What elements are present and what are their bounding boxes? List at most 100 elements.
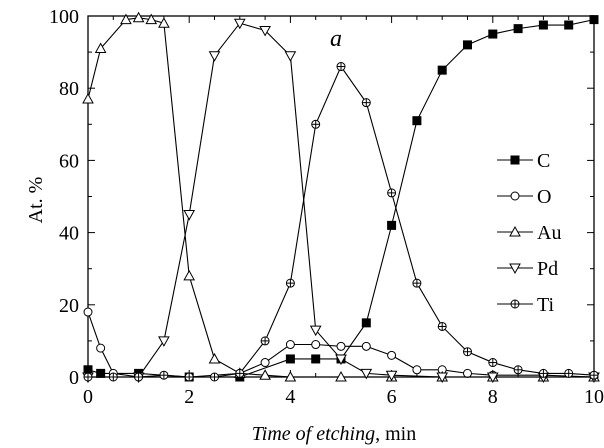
series-layer	[82, 11, 600, 384]
y-tick-label: 20	[59, 295, 79, 317]
data-point-c	[96, 368, 106, 378]
data-point-o	[96, 343, 106, 353]
y-tick-label: 80	[59, 78, 79, 100]
data-point-ti	[513, 365, 523, 375]
data-point-au	[158, 17, 170, 28]
data-point-ti	[210, 372, 219, 382]
x-axis-title-main: Time of etching	[252, 423, 375, 445]
data-point-c	[589, 15, 599, 25]
data-point-o	[260, 358, 270, 368]
data-point-au	[208, 352, 221, 364]
legend-item-pd: Pd	[497, 258, 558, 280]
data-point-ti	[311, 119, 321, 129]
data-point-ti	[285, 278, 295, 288]
x-axis-title-unit: , min	[375, 423, 416, 445]
data-point-o	[336, 341, 346, 351]
legend-marker-ti	[510, 299, 520, 309]
legend-label-au: Au	[537, 222, 561, 244]
data-point-o	[463, 368, 472, 378]
y-axis-title: At. %	[25, 177, 47, 224]
x-tick-label: 8	[488, 386, 498, 408]
legend-label-pd: Pd	[537, 258, 558, 280]
series-line-pd	[88, 22, 594, 378]
data-point-o	[285, 340, 295, 350]
data-point-pd	[486, 372, 499, 384]
data-point-o	[387, 350, 397, 360]
data-point-pd	[208, 51, 221, 62]
data-point-c	[387, 220, 397, 230]
legend: CO Au Pd Ti	[497, 150, 561, 316]
data-point-pd	[233, 18, 246, 30]
data-point-o	[311, 340, 321, 350]
data-point-c	[437, 65, 447, 75]
legend-item-au: Au	[497, 222, 561, 244]
data-point-ti	[437, 321, 447, 331]
data-point-ti	[336, 62, 346, 72]
x-axis-title: Time of etching, min	[252, 423, 416, 445]
data-point-pd	[259, 25, 271, 37]
legend-item-o: O	[497, 186, 551, 208]
data-point-ti	[134, 372, 144, 382]
legend-item-ti: Ti	[497, 294, 555, 316]
data-point-pd	[158, 336, 170, 347]
x-tick-label: 2	[184, 386, 194, 408]
data-point-c	[538, 20, 548, 30]
data-point-au	[82, 93, 94, 104]
data-point-ti	[412, 278, 422, 288]
data-point-c	[488, 29, 498, 39]
data-point-ti	[589, 370, 599, 380]
legend-marker-c	[510, 155, 520, 165]
data-point-ti	[387, 188, 397, 198]
data-point-pd	[436, 372, 449, 384]
data-point-au	[145, 13, 158, 25]
series-line-ti	[88, 65, 595, 378]
legend-marker-au	[509, 225, 521, 237]
data-point-c	[311, 354, 321, 364]
data-point-ti	[83, 372, 93, 382]
data-point-au	[335, 370, 347, 382]
legend-label-ti: Ti	[537, 294, 555, 316]
data-point-c	[463, 40, 472, 50]
data-point-ti	[260, 336, 270, 346]
data-point-pd	[360, 368, 373, 380]
data-point-c	[564, 20, 574, 30]
data-point-au	[259, 369, 271, 380]
x-tick-label: 10	[584, 386, 604, 408]
data-point-ti	[235, 368, 245, 378]
data-point-c	[285, 354, 295, 364]
data-point-ti	[488, 358, 498, 368]
y-tick-label: 40	[59, 223, 79, 245]
data-point-ti	[361, 98, 371, 108]
data-point-pd	[183, 210, 196, 221]
y-tick-label: 100	[49, 6, 79, 28]
data-point-pd	[385, 370, 398, 382]
data-point-o	[83, 307, 93, 317]
data-point-pd	[335, 354, 347, 365]
data-point-pd	[309, 325, 322, 337]
legend-label-o: O	[537, 186, 551, 208]
legend-label-c: C	[537, 150, 550, 172]
data-point-o	[361, 341, 371, 351]
panel-label: a	[330, 26, 342, 52]
data-point-pd	[284, 51, 297, 62]
series-pd	[82, 18, 600, 384]
data-point-au	[284, 370, 297, 382]
data-point-ti	[463, 347, 472, 357]
x-tick-label: 4	[285, 386, 295, 408]
data-point-c	[513, 24, 523, 34]
data-point-ti	[184, 372, 194, 382]
data-point-ti	[108, 372, 118, 382]
data-point-o	[412, 365, 422, 375]
data-point-au	[183, 269, 196, 281]
x-tick-label: 0	[83, 386, 93, 408]
series-ti	[83, 62, 599, 382]
data-point-au	[94, 42, 107, 53]
data-point-au	[132, 11, 145, 23]
data-point-au	[120, 13, 132, 25]
data-point-c	[361, 318, 371, 328]
data-point-c	[412, 116, 422, 126]
legend-marker-pd	[509, 263, 521, 275]
y-tick-label: 60	[59, 150, 79, 172]
